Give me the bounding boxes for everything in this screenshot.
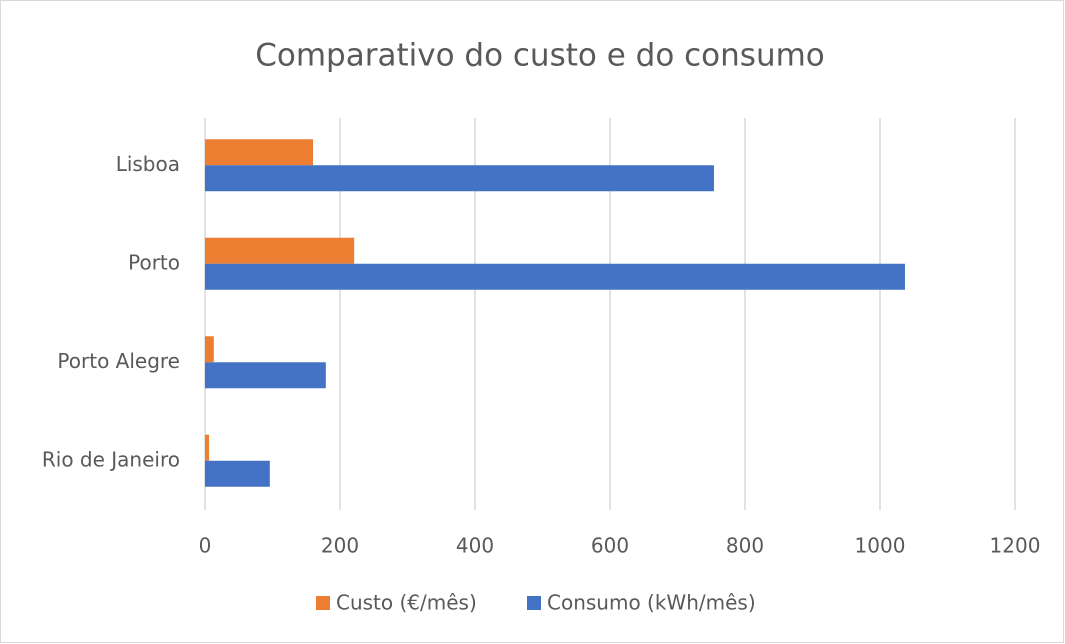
- bar: [205, 336, 214, 363]
- bar: [205, 165, 714, 192]
- bar: [205, 237, 355, 264]
- legend-label: Custo (€/mês): [336, 591, 477, 615]
- x-tick-label: 400: [456, 534, 494, 558]
- x-tick-label: 800: [726, 534, 764, 558]
- y-tick-label: Rio de Janeiro: [42, 447, 180, 471]
- y-tick-label: Porto: [128, 250, 180, 274]
- bar: [205, 434, 210, 461]
- y-tick-label: Porto Alegre: [57, 349, 180, 373]
- x-tick-label: 1200: [990, 534, 1041, 558]
- legend-swatch: [316, 596, 330, 610]
- x-tick-label: 1000: [855, 534, 906, 558]
- bar: [205, 139, 313, 166]
- x-tick-label: 600: [591, 534, 629, 558]
- bar: [205, 362, 326, 389]
- legend-label: Consumo (kWh/mês): [547, 591, 756, 615]
- x-tick-label: 0: [199, 534, 212, 558]
- x-tick-label: 200: [321, 534, 359, 558]
- bar: [205, 263, 905, 290]
- legend-swatch: [527, 596, 541, 610]
- chart-title: Comparativo do custo e do consumo: [255, 38, 825, 74]
- bar: [205, 460, 270, 487]
- y-tick-label: Lisboa: [116, 152, 180, 176]
